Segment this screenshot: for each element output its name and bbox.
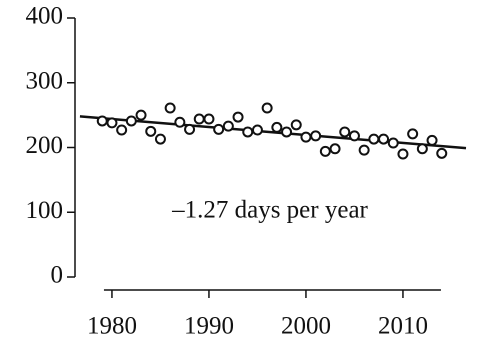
point	[407, 128, 419, 140]
point	[145, 125, 157, 137]
point	[232, 111, 244, 123]
point	[387, 137, 399, 149]
x-tick-label: 1980	[87, 313, 137, 340]
point	[271, 121, 283, 133]
point	[116, 124, 128, 136]
y-tick-label: 100	[26, 197, 64, 224]
x-tick-label: 2000	[281, 313, 331, 340]
point	[310, 130, 322, 142]
point	[164, 102, 176, 114]
point	[300, 131, 312, 143]
point	[135, 109, 147, 121]
point	[174, 116, 186, 128]
point	[397, 148, 409, 160]
point	[154, 133, 166, 145]
point	[222, 120, 234, 132]
point	[213, 123, 225, 135]
y-tick-label: 0	[51, 262, 64, 289]
point	[281, 126, 293, 138]
point	[426, 134, 438, 146]
point	[436, 147, 448, 159]
point	[358, 144, 370, 156]
point	[96, 115, 108, 127]
x-tick-label: 1990	[184, 313, 234, 340]
point	[368, 133, 380, 145]
x-tick-label: 2010	[378, 313, 428, 340]
point	[193, 113, 205, 125]
y-tick-label: 400	[26, 3, 64, 30]
point	[339, 126, 351, 138]
point	[251, 124, 263, 136]
point	[290, 119, 302, 131]
point	[125, 115, 137, 127]
point	[348, 130, 360, 142]
y-tick-label: 200	[26, 132, 64, 159]
y-tick-label: 300	[26, 67, 64, 94]
point	[242, 126, 254, 138]
point	[319, 145, 331, 157]
point	[203, 113, 215, 125]
point	[261, 102, 273, 114]
point	[106, 117, 118, 129]
point	[184, 123, 196, 135]
point	[416, 143, 428, 155]
trend-line	[79, 115, 467, 150]
point	[378, 133, 390, 145]
annotation: –1.27 days per year	[171, 197, 368, 224]
point	[329, 143, 341, 155]
